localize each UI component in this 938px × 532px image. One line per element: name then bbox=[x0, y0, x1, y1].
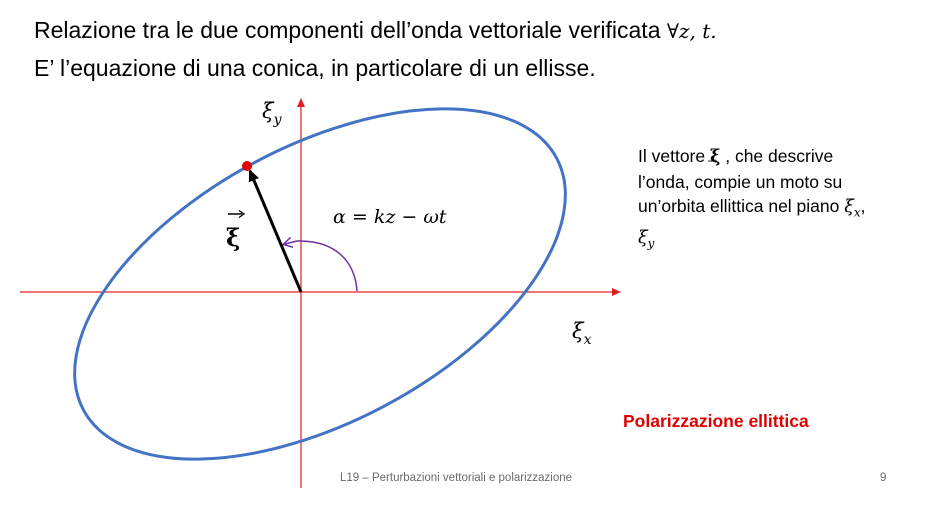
vector-tip-point bbox=[242, 161, 252, 171]
x-axis-label: ξx bbox=[572, 319, 592, 348]
slide-footer: L19 – Perturbazioni vettoriali e polariz… bbox=[340, 472, 573, 484]
heading-line-2: E’ l’equazione di una conica, in partico… bbox=[34, 55, 596, 81]
description-rest: , che descrive l’onda, compie un moto su… bbox=[638, 146, 845, 216]
xi-vector-arrow bbox=[248, 169, 303, 293]
description-prefix: Il vettore bbox=[638, 146, 710, 166]
vector-label-arrowhead bbox=[238, 209, 246, 219]
description-vector-symbol: ξ → bbox=[707, 147, 721, 168]
description-sym-xi-x: ξx bbox=[844, 197, 861, 220]
angle-arc bbox=[281, 236, 358, 292]
y-axis-label: ξy bbox=[262, 99, 283, 128]
page-number: 9 bbox=[880, 472, 887, 484]
polarization-ellipse bbox=[73, 107, 567, 461]
description-separator: , bbox=[860, 196, 866, 216]
heading-line-1-math: ∀z, t. bbox=[666, 19, 717, 43]
heading-line-1: Relazione tra le due componenti dell’ond… bbox=[34, 12, 717, 50]
description-text: Il vettore ξ → , che descrive l’onda, com… bbox=[638, 144, 878, 256]
polarization-type-label: Polarizzazione ellittica bbox=[623, 411, 809, 431]
slide-heading: Relazione tra le due componenti dell’ond… bbox=[34, 12, 717, 87]
vector-label: ξ bbox=[226, 209, 246, 252]
angle-label: α = kz − ωt bbox=[333, 206, 447, 228]
description-sym-xi-y: ξy bbox=[638, 228, 655, 251]
vector-label-symbol: ξ bbox=[226, 223, 240, 252]
heading-line-1-text: Relazione tra le due componenti dell’ond… bbox=[34, 17, 667, 43]
